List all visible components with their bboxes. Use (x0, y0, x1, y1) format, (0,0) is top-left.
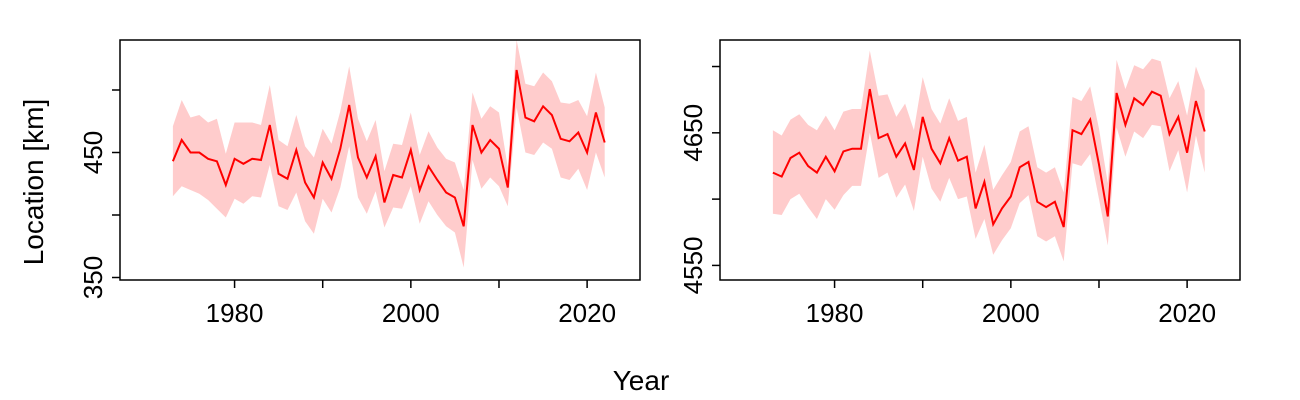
y-tick-label: 450 (78, 131, 108, 174)
y-tick-label: 350 (78, 256, 108, 299)
plot-frame (119, 39, 641, 281)
series-line (171, 69, 606, 227)
x-tick-label: 1980 (206, 298, 264, 328)
x-tick-label: 2000 (982, 298, 1040, 328)
x-tick-label: 1980 (806, 298, 864, 328)
x-tick-label: 2020 (1158, 298, 1216, 328)
series-line (772, 88, 1206, 228)
panel-left: 1980 2000 2020 350 450 (78, 39, 641, 328)
x-axis-title: Year (613, 365, 670, 396)
x-tick-label: 2020 (558, 298, 616, 328)
confidence-band (172, 40, 605, 268)
plot-frame (719, 39, 1241, 281)
x-tick-label: 2000 (382, 298, 440, 328)
panel-right: 1980 2000 2020 4550 4650 (678, 39, 1241, 328)
y-tick-label: 4650 (678, 104, 708, 162)
confidence-band (772, 50, 1205, 262)
y-tick-label: 4550 (678, 236, 708, 294)
y-axis-title: Location [km] (18, 99, 49, 266)
